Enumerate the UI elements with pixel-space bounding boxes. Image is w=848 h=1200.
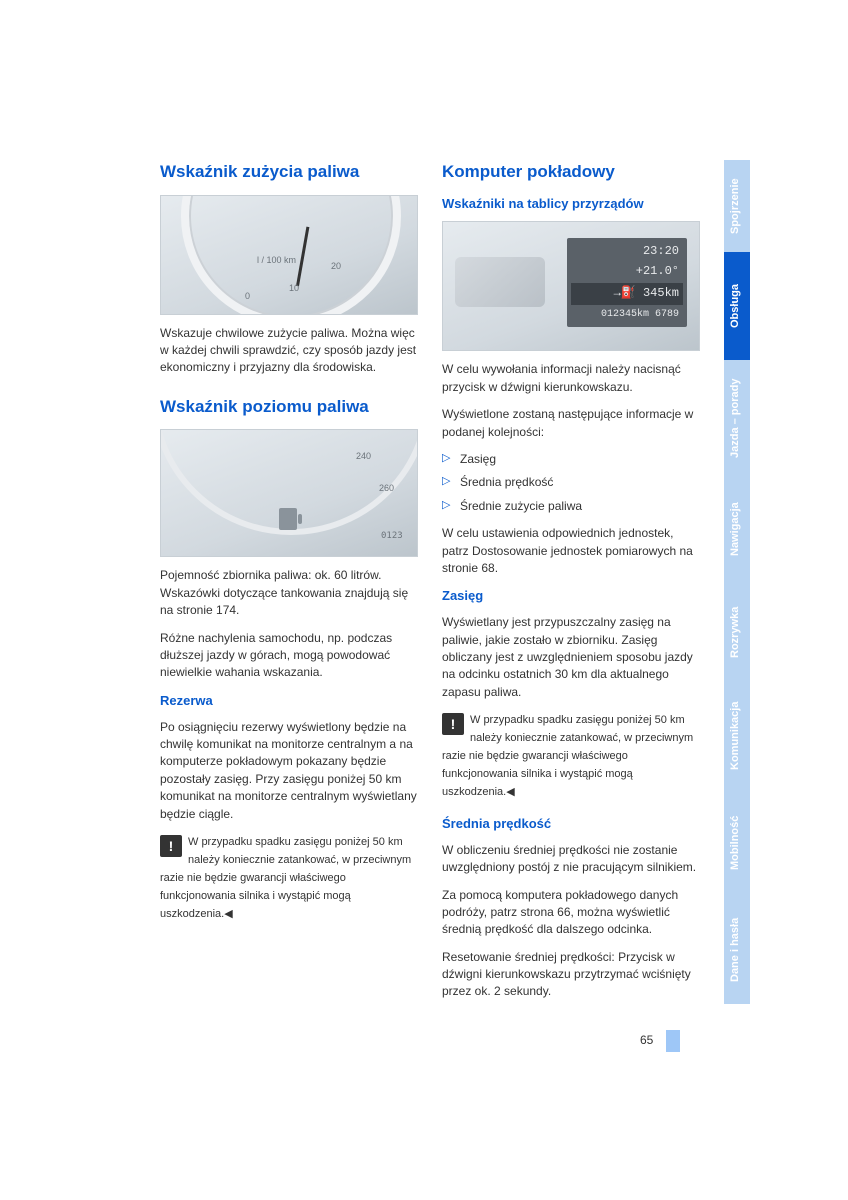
gauge-tick: 260 <box>379 482 394 495</box>
lcd-temp: +21.0° <box>575 262 679 281</box>
figure-fuel-level-gauge: 240 260 0123 <box>160 429 418 557</box>
paragraph-units: W celu ustawienia odpowiednich jednostek… <box>442 525 700 577</box>
side-tab[interactable]: Dane i hasła <box>724 896 750 1004</box>
paragraph-fuel-consumption: Wskazuje chwilowe zużycie paliwa. Można … <box>160 325 418 377</box>
page-number: 65 <box>640 1032 653 1049</box>
lcd-odo: 012345km 6789 <box>575 307 679 324</box>
side-tab[interactable]: Nawigacja <box>724 476 750 582</box>
fuel-pump-icon <box>279 508 297 530</box>
gauge-tick: 0 <box>245 290 250 303</box>
side-tab[interactable]: Mobilność <box>724 790 750 896</box>
warning-block: ! W przypadku spadku zasięgu poniżej 50 … <box>442 711 700 801</box>
paragraph-tank-capacity: Pojemność zbiornika paliwa: ok. 60 litró… <box>160 567 418 619</box>
list-item: Zasięg <box>442 451 700 468</box>
paragraph-press-button: W celu wywołania informacji należy nacis… <box>442 361 700 396</box>
lcd-time: 23:20 <box>575 242 679 261</box>
warning-icon: ! <box>160 835 182 857</box>
left-column: Wskaźnik zużycia paliwa l / 100 km 0 10 … <box>160 160 418 1011</box>
paragraph-range: Wyświetlany jest przypuszczalny zasięg n… <box>442 614 700 701</box>
warning-block: ! W przypadku spadku zasięgu poniżej 50 … <box>160 833 418 923</box>
paragraph-avg-speed-2: Za pomocą komputera pokładowego danych p… <box>442 887 700 939</box>
list-item: Średnie zużycie paliwa <box>442 498 700 515</box>
page-number-marker <box>666 1030 680 1052</box>
lcd-range: →⛽ 345km <box>571 283 683 304</box>
paragraph-avg-speed-1: W obliczeniu średniej prędkości nie zost… <box>442 842 700 877</box>
side-tab[interactable]: Rozrywka <box>724 582 750 682</box>
heading-reserve: Rezerwa <box>160 692 418 711</box>
paragraph-reserve: Po osiągnięciu rezerwy wyświetlony będzi… <box>160 719 418 823</box>
heading-fuel-level: Wskaźnik poziomu paliwa <box>160 395 418 420</box>
heading-fuel-consumption: Wskaźnik zużycia paliwa <box>160 160 418 185</box>
heading-avg-speed: Średnia prędkość <box>442 815 700 834</box>
right-column: Komputer pokładowy Wskaźniki na tablicy … <box>442 160 700 1011</box>
paragraph-reset-speed: Resetowanie średniej prędkości: Przycisk… <box>442 949 700 1001</box>
side-tab[interactable]: Jazda – porady <box>724 360 750 476</box>
side-tab[interactable]: Komunikacja <box>724 682 750 790</box>
side-tab[interactable]: Obsługa <box>724 252 750 360</box>
gauge-tick: 10 <box>289 282 299 295</box>
warning-icon: ! <box>442 713 464 735</box>
info-list: Zasięg Średnia prędkość Średnie zużycie … <box>442 451 700 515</box>
side-tabs: SpojrzenieObsługaJazda – poradyNawigacja… <box>724 160 750 1004</box>
gauge-unit-label: l / 100 km <box>257 254 296 267</box>
figure-fuel-consumption-gauge: l / 100 km 0 10 20 <box>160 195 418 315</box>
warning-text: W przypadku spadku zasięgu poniżej 50 km… <box>442 714 693 798</box>
gauge-tick: 20 <box>331 260 341 273</box>
page-content: Wskaźnik zużycia paliwa l / 100 km 0 10 … <box>160 160 700 1011</box>
list-item: Średnia prędkość <box>442 474 700 491</box>
paragraph-info-order: Wyświetlone zostaną następujące informac… <box>442 406 700 441</box>
paragraph-inclination: Różne nachylenia samochodu, np. podczas … <box>160 630 418 682</box>
heading-range: Zasięg <box>442 587 700 606</box>
indicator-stalk <box>455 257 545 307</box>
gauge-tick: 240 <box>356 450 371 463</box>
warning-text: W przypadku spadku zasięgu poniżej 50 km… <box>160 836 411 920</box>
figure-instrument-display: 23:20 +21.0° →⛽ 345km 012345km 6789 <box>442 221 700 351</box>
heading-onboard-computer: Komputer pokładowy <box>442 160 700 185</box>
lcd-display: 23:20 +21.0° →⛽ 345km 012345km 6789 <box>567 238 687 327</box>
side-tab[interactable]: Spojrzenie <box>724 160 750 252</box>
heading-indicators: Wskaźniki na tablicy przyrządów <box>442 195 700 214</box>
odometer: 0123 <box>381 530 403 543</box>
